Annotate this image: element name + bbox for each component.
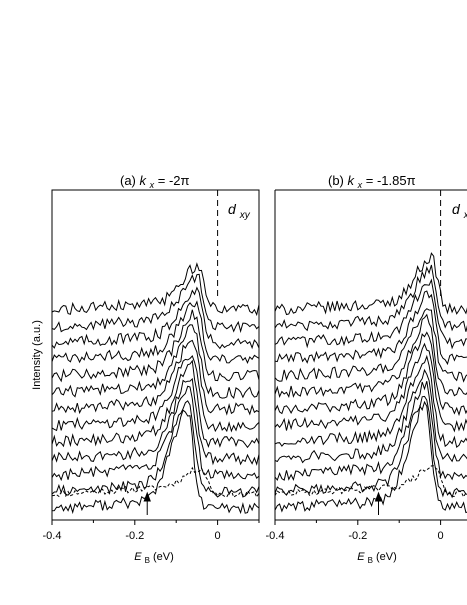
panel-b-spectrum-curve bbox=[274, 342, 467, 433]
panel-b-spectrum-curve bbox=[274, 278, 467, 350]
panel-a-x-tick-label: 0 bbox=[215, 530, 221, 542]
panel-a-spectrum-curve bbox=[51, 262, 260, 317]
panel-a: (a) k x = -2π d xy -0.4 -0.2 0 E B (eV) bbox=[43, 173, 260, 566]
panel-b-spectrum-curve bbox=[274, 368, 467, 464]
panel-b-spectrum-curve bbox=[274, 400, 467, 514]
panel-a-reference-curve bbox=[51, 466, 260, 499]
panel-a-spectrum-curve bbox=[51, 355, 260, 433]
panel-a-title-value: = -2π bbox=[158, 173, 190, 188]
y-axis-label: Intensity (a.u.) bbox=[31, 320, 43, 390]
panel-b-title-value: = -1.85π bbox=[366, 173, 416, 188]
panel-b-title-sub: x bbox=[357, 180, 363, 190]
panel-b: (b) k x = -1.85π d x -0.4 -0.2 0 E B (eV) bbox=[266, 173, 467, 566]
panel-a-curves bbox=[51, 190, 260, 515]
panel-b-spectrum-curve bbox=[274, 308, 467, 383]
panel-b-orbital: d x bbox=[452, 201, 467, 221]
panel-b-spectrum-curve bbox=[274, 313, 467, 399]
panel-b-spectrum-curve bbox=[274, 290, 467, 366]
panel-a-ticks: -0.4 -0.2 0 bbox=[43, 520, 260, 542]
panel-a-spectrum-curve bbox=[51, 409, 260, 515]
panel-b-orbital-main: d bbox=[452, 201, 461, 217]
panel-a-arrow-marker bbox=[143, 491, 151, 515]
panel-b-spectrum-curve bbox=[274, 395, 467, 499]
panel-a-spectrum-curve bbox=[51, 339, 260, 416]
panel-b-spectrum-curve bbox=[274, 331, 467, 417]
panel-a-spectrum-curve bbox=[51, 377, 260, 466]
panel-a-x-tick-label: -0.4 bbox=[43, 530, 62, 542]
panel-b-x-tick-label: 0 bbox=[438, 530, 444, 542]
panel-b-title-var: k bbox=[348, 173, 356, 188]
panel-a-spectrum-curve bbox=[51, 309, 260, 383]
panel-b-spectrum-curve bbox=[274, 264, 467, 332]
panel-b-reference-curve bbox=[274, 465, 467, 498]
panel-a-spectrum-curve bbox=[51, 300, 260, 364]
panel-b-spectrum-curve bbox=[274, 354, 467, 448]
panel-a-x-axis-label: E B (eV) bbox=[134, 551, 174, 566]
panel-b-orbital-sub: x bbox=[463, 210, 467, 221]
panel-b-ticks: -0.4 -0.2 0 bbox=[266, 520, 444, 542]
panel-b-curves bbox=[274, 190, 467, 515]
panel-b-title: (b) k x = -1.85π bbox=[328, 173, 416, 191]
panel-a-orbital-sub: xy bbox=[239, 210, 251, 221]
panel-a-spectrum-curve bbox=[51, 359, 260, 449]
panel-b-x-tick-label: -0.4 bbox=[266, 530, 285, 542]
panel-a-orbital-main: d bbox=[228, 201, 237, 217]
panel-a-spectrum-curve bbox=[51, 385, 260, 482]
panel-b-spectrum-curve bbox=[274, 252, 467, 316]
panel-b-spectrum-curve bbox=[274, 381, 467, 482]
panel-b-label: (b) bbox=[328, 173, 344, 188]
panel-a-spectrum-curve bbox=[51, 324, 260, 400]
panel-a-frame bbox=[51, 189, 260, 521]
panel-b-x-axis-label: E B (eV) bbox=[357, 551, 397, 566]
panel-a-spectrum-curve bbox=[51, 400, 260, 498]
panel-a-title-sub: x bbox=[149, 180, 155, 190]
panel-a-spectrum-curve bbox=[51, 273, 260, 334]
panel-a-orbital: d xy bbox=[228, 201, 251, 221]
panel-a-label: (a) bbox=[120, 173, 136, 188]
panel-a-spectrum-curve bbox=[51, 286, 260, 350]
panel-a-title-var: k bbox=[140, 173, 148, 188]
panel-a-title: (a) k x = -2π bbox=[120, 173, 190, 191]
panel-b-x-tick-label: -0.2 bbox=[348, 530, 367, 542]
panel-b-arrow-marker bbox=[374, 491, 383, 515]
panel-a-x-tick-label: -0.2 bbox=[125, 530, 144, 542]
